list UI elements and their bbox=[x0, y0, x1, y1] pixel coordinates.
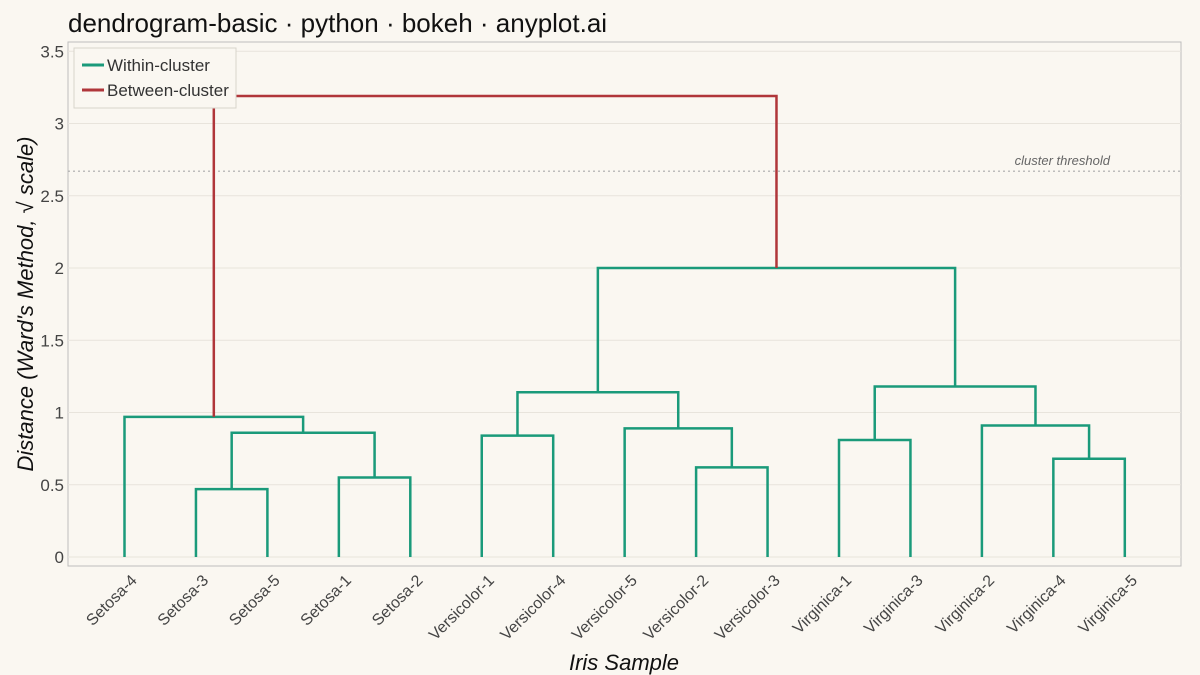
x-tick-label: Virginica-5 bbox=[1076, 572, 1141, 637]
y-tick-label: 3 bbox=[55, 115, 64, 134]
dendrogram-link-between bbox=[212, 94, 778, 417]
threshold-label: cluster threshold bbox=[1015, 153, 1111, 168]
legend-box bbox=[73, 47, 237, 109]
y-tick-label: 1.5 bbox=[40, 331, 64, 350]
x-tick-label: Versicolor-5 bbox=[569, 572, 641, 644]
x-tick-label: Virginica-2 bbox=[933, 572, 998, 637]
y-tick-label: 2 bbox=[55, 259, 64, 278]
x-tick-label: Versicolor-2 bbox=[641, 572, 713, 644]
x-tick-label: Setosa-4 bbox=[83, 572, 140, 629]
legend-label: Within-cluster bbox=[107, 56, 210, 75]
x-tick-label: Setosa-2 bbox=[369, 572, 426, 629]
legend-label: Between-cluster bbox=[107, 81, 229, 100]
chart-title: dendrogram-basic · python · bokeh · anyp… bbox=[68, 8, 608, 38]
x-tick-label: Versicolor-3 bbox=[712, 572, 784, 644]
legend: Within-cluster Between-cluster bbox=[73, 47, 237, 109]
y-tick-label: 0.5 bbox=[40, 476, 64, 495]
y-axis-title: Distance (Ward's Method, √ scale) bbox=[13, 137, 38, 472]
y-tick-label: 0 bbox=[55, 548, 64, 567]
x-tick-label: Virginica-4 bbox=[1004, 572, 1069, 637]
x-tick-label: Setosa-3 bbox=[155, 572, 212, 629]
y-tick-label: 3.5 bbox=[40, 42, 64, 61]
x-tick-label: Versicolor-1 bbox=[426, 572, 498, 644]
x-tick-label: Versicolor-4 bbox=[498, 572, 570, 644]
y-tick-label: 2.5 bbox=[40, 187, 64, 206]
x-axis-title: Iris Sample bbox=[569, 650, 679, 675]
x-tick-label: Setosa-5 bbox=[226, 572, 283, 629]
y-tick-label: 1 bbox=[55, 404, 64, 423]
x-tick-label: Virginica-1 bbox=[790, 572, 855, 637]
x-tick-label: Setosa-1 bbox=[298, 572, 355, 629]
x-tick-label: Virginica-3 bbox=[861, 572, 926, 637]
